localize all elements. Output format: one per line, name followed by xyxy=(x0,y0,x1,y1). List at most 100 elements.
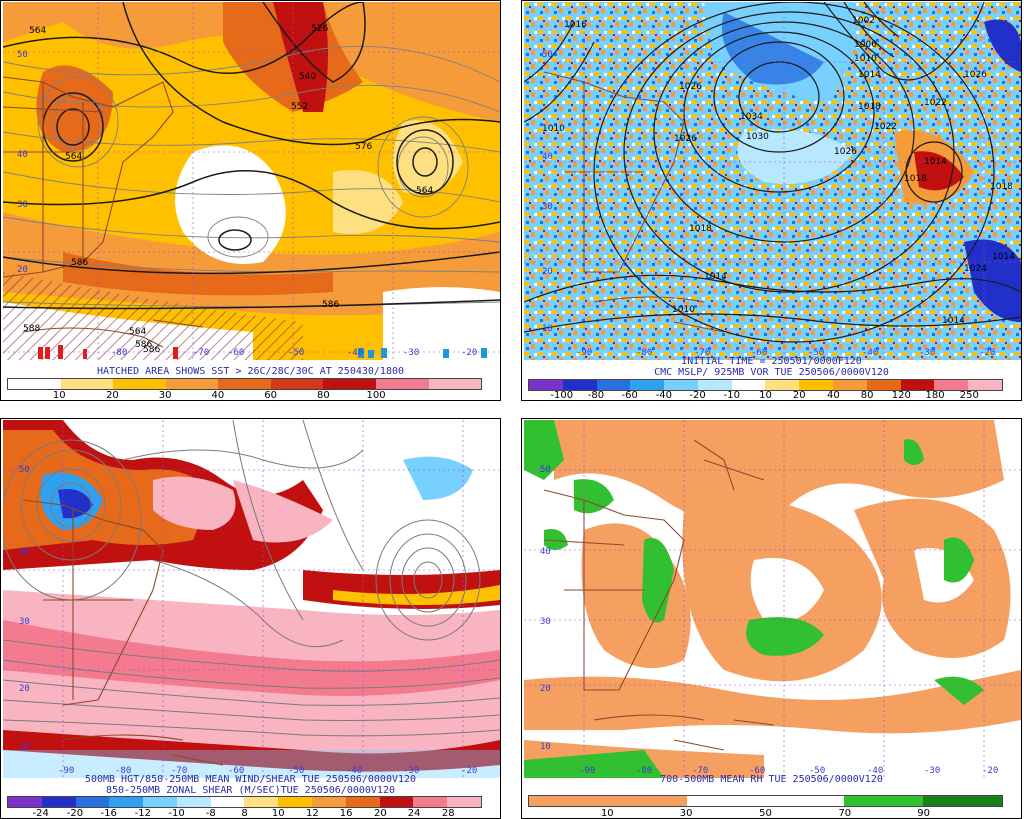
colorbar-swatch xyxy=(596,380,631,390)
contour-label: 586 xyxy=(143,345,161,355)
lon-label: -50 xyxy=(809,766,826,776)
contour-label: 564 xyxy=(65,152,83,162)
panel-bottom-left: 50 40 30 20 10 -90 -80 -70 -60 -50 -40 -… xyxy=(0,418,501,819)
colorbar-swatch xyxy=(833,380,867,390)
colorbar-swatch xyxy=(799,380,834,390)
isobar-label: 1002 xyxy=(852,16,875,26)
colorbar-swatch xyxy=(866,380,901,390)
lon-label: -70 xyxy=(694,348,711,358)
map-br-mean-rh: 50 40 30 20 10 -90 -80 -70 -60 -50 -40 -… xyxy=(524,420,1021,778)
isobar-label: 1024 xyxy=(964,264,987,274)
colorbar-swatch xyxy=(765,796,845,806)
colorbar-swatch xyxy=(8,379,61,389)
isobar-label: 1026 xyxy=(964,70,987,80)
isobar-label: 1006 xyxy=(854,40,877,50)
colorbar-tick: 60 xyxy=(264,390,277,401)
colorbar-tick: -10 xyxy=(168,808,185,819)
colorbar-swatch xyxy=(664,380,698,390)
map-tl-graphic xyxy=(3,2,500,360)
colorbar-swatch xyxy=(8,797,42,807)
contour-label: 564 xyxy=(129,327,147,337)
isobar-label: 1010 xyxy=(542,124,565,134)
lat-label: 40 xyxy=(542,152,553,162)
lat-label: 20 xyxy=(542,267,553,277)
lon-label: -60 xyxy=(751,348,768,358)
colorbar-tick: 20 xyxy=(106,390,119,401)
colorbar-swatch xyxy=(630,380,665,390)
colorbar-swatch xyxy=(345,797,380,807)
lon-label: -40 xyxy=(347,348,364,358)
lon-label: -90 xyxy=(579,766,596,776)
panel-bottom-right: 50 40 30 20 10 -90 -80 -70 -60 -50 -40 -… xyxy=(521,418,1022,819)
colorbar-labels: -24 -20 -16 -12 -10 -8 8 10 12 16 20 24 … xyxy=(7,808,482,819)
panel-caption-line1: 500MB HGT/850-250MB MEAN WIND/SHEAR TUE … xyxy=(84,774,417,785)
isobar-label: 1014 xyxy=(858,70,881,80)
isobar-label: 1018 xyxy=(689,224,712,234)
isobar-label: 1018 xyxy=(990,182,1013,192)
contour-label: 576 xyxy=(355,142,373,152)
colorbar-swatch xyxy=(731,380,766,390)
contour-label: 564 xyxy=(416,186,434,196)
isobar-label: 1018 xyxy=(904,174,927,184)
colorbar-labels: -100 -80 -60 -40 -20 -10 10 20 40 80 120… xyxy=(528,390,1003,401)
colorbar-tick: -60 xyxy=(621,390,638,401)
lon-label: -60 xyxy=(228,766,245,776)
panel-caption-line1: INITIAL TIME = 250501/0000F120 xyxy=(681,356,862,367)
colorbar-swatch xyxy=(165,379,219,389)
colorbar-swatch xyxy=(109,797,144,807)
colorbar-tick: -8 xyxy=(205,808,216,819)
colorbar-tick: 80 xyxy=(860,390,874,401)
colorbar-swatch xyxy=(900,380,935,390)
colorbar-tick: -20 xyxy=(689,390,706,401)
isobar-label: 1026 xyxy=(674,134,697,144)
lon-label: -20 xyxy=(979,348,996,358)
lat-label: 50 xyxy=(542,50,553,60)
colorbar-tick: 50 xyxy=(759,808,772,819)
colorbar-tick: 180 xyxy=(925,390,945,401)
map-bl-graphic xyxy=(3,420,500,778)
colorbar-swatch xyxy=(218,379,271,389)
colorbar xyxy=(528,379,1003,391)
colorbar-swatch xyxy=(375,379,429,389)
colorbar-swatch xyxy=(844,796,924,806)
contour-label: 588 xyxy=(23,324,41,334)
colorbar-swatch xyxy=(529,796,608,806)
lat-label: 10 xyxy=(19,742,30,752)
isobar-label: 1014 xyxy=(924,157,947,167)
colorbar xyxy=(7,796,482,808)
lat-label: 50 xyxy=(19,465,30,475)
colorbar-tick: 10 xyxy=(52,390,66,401)
colorbar-swatch xyxy=(113,379,166,389)
colorbar-tick: 80 xyxy=(316,390,330,401)
colorbar-tick: -20 xyxy=(66,808,84,819)
panel-caption-line2: 850-250MB ZONAL SHEAR (M/SEC)TUE 250506/… xyxy=(106,785,395,796)
colorbar-tick: 30 xyxy=(158,390,172,401)
colorbar-tick: 10 xyxy=(271,808,285,819)
lon-label: -90 xyxy=(576,348,593,358)
colorbar-labels: 10 20 30 40 60 80 100 xyxy=(7,390,482,401)
isobar-label: 1014 xyxy=(942,316,965,326)
colorbar-swatch xyxy=(428,379,482,389)
lat-label: 40 xyxy=(540,547,551,557)
isobar-label: 1026 xyxy=(834,147,857,157)
lon-label: -20 xyxy=(461,766,478,776)
lat-label: 20 xyxy=(19,684,30,694)
isobar-label: 1014 xyxy=(704,272,727,282)
colorbar-swatch xyxy=(312,797,346,807)
colorbar-tick: -80 xyxy=(587,390,605,401)
colorbar-swatch xyxy=(323,379,376,389)
colorbar-swatch xyxy=(529,380,563,390)
colorbar-swatch xyxy=(278,797,313,807)
colorbar-tick: -24 xyxy=(32,808,49,819)
lon-label: -30 xyxy=(403,766,420,776)
lat-label: 20 xyxy=(540,684,551,694)
colorbar-tick: -12 xyxy=(134,808,152,819)
colorbar-tick: 10 xyxy=(759,390,772,401)
colorbar-swatch xyxy=(934,380,969,390)
contour-label: 540 xyxy=(299,72,317,82)
contour-label: 526 xyxy=(311,24,329,34)
colorbar-swatch xyxy=(143,797,177,807)
lat-label: 40 xyxy=(17,150,28,160)
colorbar-tick: 20 xyxy=(373,808,387,819)
colorbar-tick: 8 xyxy=(241,808,248,819)
